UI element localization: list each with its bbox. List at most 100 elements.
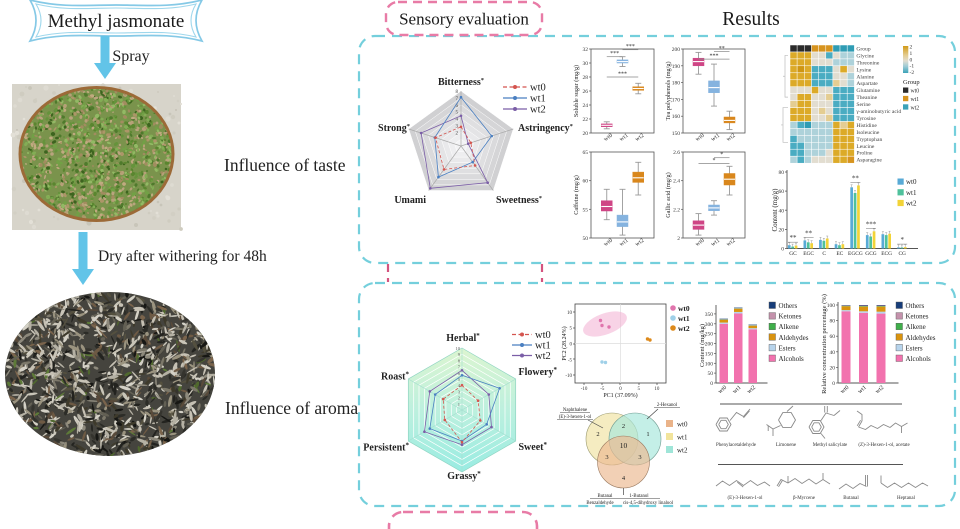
svg-text:Alcohols: Alcohols [906,355,932,363]
svg-text:350: 350 [705,312,714,318]
svg-text:Isoleucine: Isoleucine [856,130,880,136]
svg-text:4: 4 [622,475,626,482]
svg-text:6: 6 [456,104,459,109]
svg-text:***: *** [626,44,635,50]
svg-text:-2: -2 [910,70,915,76]
svg-text:**: ** [805,229,813,237]
svg-text:wt2: wt2 [678,324,690,333]
svg-text:0: 0 [570,343,573,348]
svg-text:20: 20 [779,227,785,233]
svg-text:Butanal: Butanal [843,496,859,501]
svg-text:(E)-3-Hexen-1-ol: (E)-3-Hexen-1-ol [728,496,764,501]
svg-text:***: *** [610,51,619,57]
svg-text:wt0: wt0 [677,421,688,429]
svg-text:Spray: Spray [112,48,149,65]
svg-text:(Z)-3-Hexen-1-ol, acetate: (Z)-3-Hexen-1-ol, acetate [858,443,910,448]
svg-text:Others: Others [779,302,798,310]
svg-text:Alkene: Alkene [779,323,799,331]
svg-text:200: 200 [672,47,681,53]
svg-text:wt2: wt2 [875,385,886,395]
svg-text:β-Myrcene: β-Myrcene [793,496,816,501]
svg-text:Aldehydes: Aldehydes [779,334,809,342]
svg-text:wt1: wt1 [732,385,743,395]
svg-text:**: ** [852,174,860,182]
svg-text:wt2: wt2 [530,105,546,116]
svg-text:50: 50 [708,371,714,377]
svg-text:Bitterness*: Bitterness* [438,77,484,88]
svg-text:30: 30 [583,61,589,67]
svg-text:Asparagine: Asparagine [856,158,882,164]
svg-text:Naphthalene: Naphthalene [563,408,587,413]
svg-text:Tyrosine: Tyrosine [856,116,876,122]
svg-text:Glycine: Glycine [856,53,874,59]
svg-text:2: 2 [456,131,459,136]
svg-text:60: 60 [779,189,785,195]
svg-text:20: 20 [830,365,836,371]
svg-text:Theanine: Theanine [856,95,877,101]
svg-text:60: 60 [830,334,836,340]
svg-text:wt1: wt1 [710,133,721,143]
svg-text:Alkene: Alkene [906,323,926,331]
svg-text:150: 150 [672,131,681,137]
svg-text:3: 3 [605,454,608,461]
svg-text:GC: GC [789,251,797,257]
svg-text:Alanine: Alanine [856,74,874,80]
svg-text:Heptanal: Heptanal [897,496,916,501]
svg-text:22: 22 [583,117,589,123]
svg-text:GCG: GCG [865,251,876,257]
svg-text:γ-aminobutyric acid: γ-aminobutyric acid [855,109,901,115]
svg-text:wt0: wt0 [603,238,614,248]
svg-text:***: *** [710,54,719,60]
svg-text:Leucine: Leucine [856,144,875,150]
svg-text:2.6: 2.6 [673,150,680,156]
svg-text:7: 7 [456,97,459,102]
svg-text:0: 0 [619,387,622,392]
svg-text:wt0: wt0 [840,385,851,395]
svg-text:0: 0 [781,247,784,253]
svg-text:Ketones: Ketones [779,313,802,321]
svg-text:wt2: wt2 [911,105,920,111]
svg-text:300: 300 [705,322,714,328]
svg-text:***: *** [618,72,627,78]
svg-text:2: 2 [910,45,913,51]
svg-text:Methyl salicylate: Methyl salicylate [813,443,848,448]
svg-text:10: 10 [456,346,461,351]
svg-text:-1: -1 [910,64,915,70]
svg-text:9: 9 [458,352,461,357]
svg-text:wt0: wt0 [678,304,690,313]
svg-text:5: 5 [456,111,459,116]
svg-text:65: 65 [583,150,589,156]
svg-text:200: 200 [705,342,714,348]
svg-text:80: 80 [830,319,836,325]
svg-text:26: 26 [583,89,589,95]
svg-text:55: 55 [583,207,589,213]
svg-text:Herbal*: Herbal* [446,332,480,344]
svg-text:Group: Group [856,46,870,52]
svg-text:4: 4 [458,383,461,388]
svg-text:Esters: Esters [779,344,796,352]
svg-text:Serine: Serine [856,102,871,108]
svg-text:wt2: wt2 [906,200,917,208]
svg-text:***: *** [866,220,877,228]
svg-text:1: 1 [646,431,649,438]
svg-text:Flowery*: Flowery* [519,366,558,378]
svg-text:Butanal: Butanal [598,494,614,499]
svg-text:250: 250 [705,332,714,338]
svg-text:*: * [713,158,716,164]
svg-text:3: 3 [458,389,461,394]
svg-text:Glutamine: Glutamine [856,88,880,94]
svg-text:wt0: wt0 [717,385,728,395]
svg-text:*: * [720,152,723,158]
svg-text:(E)-3-hexen-1-ol: (E)-3-hexen-1-ol [559,415,592,420]
svg-text:Limonene: Limonene [776,443,797,448]
svg-text:wt1: wt1 [911,97,920,103]
svg-text:-10: -10 [565,374,572,379]
svg-text:2: 2 [596,431,599,438]
svg-text:Histidine: Histidine [856,123,877,129]
svg-text:Sensory evaluation: Sensory evaluation [399,10,529,29]
svg-text:Sweet*: Sweet* [519,441,548,453]
svg-text:8: 8 [458,358,461,363]
svg-text:Benzaldehyde: Benzaldehyde [586,501,613,506]
svg-text:wt2: wt2 [677,447,688,455]
svg-text:cis-4,5-dihydroxy linalool: cis-4,5-dihydroxy linalool [623,501,674,506]
